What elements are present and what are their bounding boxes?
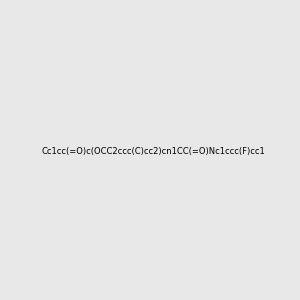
- Text: Cc1cc(=O)c(OCC2ccc(C)cc2)cn1CC(=O)Nc1ccc(F)cc1: Cc1cc(=O)c(OCC2ccc(C)cc2)cn1CC(=O)Nc1ccc…: [42, 147, 266, 156]
